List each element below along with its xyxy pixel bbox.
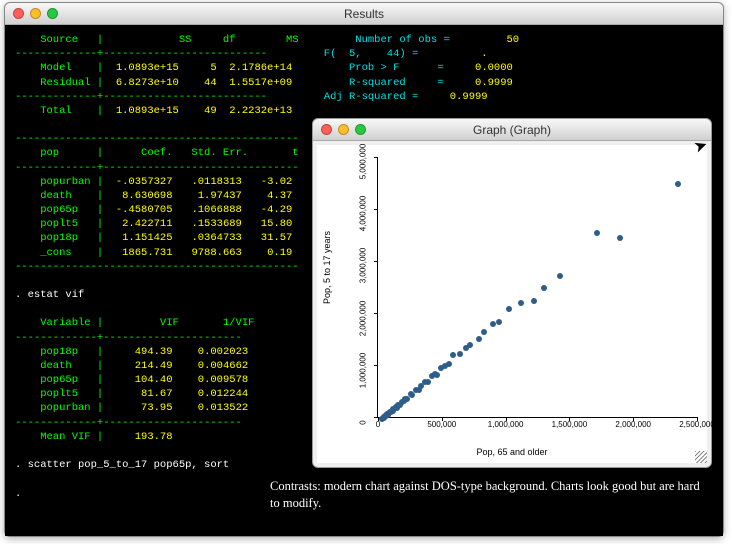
- y-tick: 1,000,000: [359, 353, 368, 389]
- y-tick: 3,000,000: [359, 248, 368, 284]
- scatter-point: [476, 336, 482, 342]
- plot-area: 0500,0001,000,0001,500,0002,000,0002,500…: [377, 157, 697, 418]
- scatter-point: [518, 300, 524, 306]
- scatter-point: [425, 379, 431, 385]
- scatter-point: [450, 352, 456, 358]
- graph-body: 0 1,000,000 2,000,000 3,000,000 4,000,000 5,0…: [317, 145, 707, 463]
- scatter-point: [541, 285, 547, 291]
- scatter-point: [457, 351, 463, 357]
- x-axis-label: Pop, 65 and older: [317, 447, 707, 457]
- graph-window[interactable]: Graph (Graph) 0 1,000,000 2,000,000 3,000,0…: [312, 118, 712, 468]
- scatter-point: [506, 306, 512, 312]
- x-tick: 2,500,000: [679, 417, 715, 429]
- minimize-icon[interactable]: [30, 8, 41, 19]
- y-tick: 4,000,000: [359, 196, 368, 232]
- scatter-point: [496, 319, 502, 325]
- scatter-point: [675, 181, 681, 187]
- y-tick-labels: 01,000,0002,000,0003,000,0004,000,0005,0…: [353, 157, 373, 418]
- y-tick: 0: [359, 420, 368, 424]
- scatter-point: [531, 298, 537, 304]
- x-tick: 1,500,000: [552, 417, 588, 429]
- scatter-point: [467, 342, 473, 348]
- x-tick: 2,000,000: [615, 417, 651, 429]
- scatter-point: [557, 273, 563, 279]
- caption-text: Contrasts: modern chart against DOS-type…: [270, 478, 710, 512]
- scatter-point: [490, 321, 496, 327]
- close-icon[interactable]: [321, 124, 332, 135]
- minimize-icon[interactable]: [338, 124, 349, 135]
- scatter-point: [446, 361, 452, 367]
- close-icon[interactable]: [13, 8, 24, 19]
- scatter-point: [594, 230, 600, 236]
- graph-titlebar[interactable]: Graph (Graph): [313, 119, 711, 141]
- results-title: Results: [5, 7, 723, 21]
- y-tick: 2,000,000: [359, 300, 368, 336]
- scatter-point: [434, 372, 440, 378]
- traffic-lights: [5, 8, 58, 19]
- scatter-point: [481, 329, 487, 335]
- traffic-lights: [313, 124, 366, 135]
- maximize-icon[interactable]: [355, 124, 366, 135]
- resize-handle-icon[interactable]: [695, 451, 707, 463]
- x-tick: 500,000: [427, 417, 456, 429]
- y-axis-label: Pop, 5 to 17 years: [322, 231, 332, 304]
- scatter-point: [617, 235, 623, 241]
- y-tick: 5,000,000: [359, 144, 368, 180]
- graph-title: Graph (Graph): [313, 123, 711, 137]
- x-tick: 1,000,000: [488, 417, 524, 429]
- results-titlebar[interactable]: Results: [5, 3, 723, 25]
- scatter-point: [409, 392, 415, 398]
- maximize-icon[interactable]: [47, 8, 58, 19]
